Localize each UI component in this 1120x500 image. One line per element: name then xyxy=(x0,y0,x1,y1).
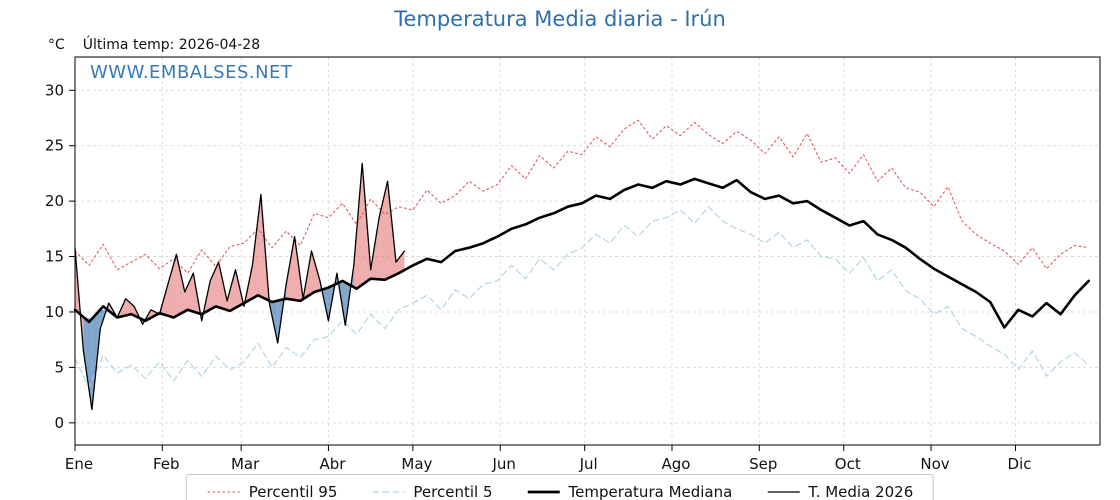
fill-above-median xyxy=(167,254,177,316)
t-media-2026-line-sample xyxy=(767,491,800,493)
x-tick-label: Ago xyxy=(661,455,690,473)
x-tick-label: Dic xyxy=(1008,455,1032,473)
y-tick-label: 0 xyxy=(54,414,64,432)
fill-above-median xyxy=(396,251,405,275)
chart-legend: Percentil 95 Percentil 5 Temperatura Med… xyxy=(185,474,935,500)
x-tick-label: Nov xyxy=(920,455,949,473)
series-line-t-media-2026 xyxy=(74,162,406,411)
mediana-line-sample xyxy=(527,490,560,494)
x-tick-label: Feb xyxy=(153,455,180,473)
legend-item-mediana: Temperatura Mediana xyxy=(526,483,732,500)
y-tick-label: 5 xyxy=(54,358,64,376)
x-tick-label: Mar xyxy=(231,455,260,473)
series-line-temperatura-mediana xyxy=(73,177,1090,329)
chart-info-row: °C Última temp: 2026-04-28 xyxy=(48,37,260,53)
y-tick-label: 10 xyxy=(45,303,64,321)
legend-item-percentil-5: Percentil 5 xyxy=(371,483,492,500)
series-line-percentil-95 xyxy=(74,119,1090,274)
fill-above-median xyxy=(286,236,295,300)
y-tick-label: 20 xyxy=(45,192,64,210)
legend-item-t-media-2026: T. Media 2026 xyxy=(766,483,913,500)
legend-label: Temperatura Mediana xyxy=(568,483,733,500)
legend-label: Percentil 95 xyxy=(248,483,338,500)
percentil-95-line-sample xyxy=(207,491,240,493)
percentil-5-line-sample xyxy=(372,491,405,493)
watermark: WWW.EMBALSES.NET xyxy=(90,62,293,83)
y-tick-label: 15 xyxy=(45,248,64,266)
legend-label: Percentil 5 xyxy=(413,483,493,500)
y-tick-label: 25 xyxy=(45,137,64,155)
fill-above-median xyxy=(311,251,320,294)
x-tick-label: Abr xyxy=(319,455,346,473)
legend-item-percentil-95: Percentil 95 xyxy=(207,483,338,500)
fill-above-median xyxy=(252,194,261,299)
x-tick-label: Oct xyxy=(835,455,861,473)
series-line-percentil-5 xyxy=(74,206,1090,388)
fill-above-median xyxy=(125,298,135,316)
x-tick-label: May xyxy=(401,455,432,473)
x-tick-label: Jun xyxy=(491,455,515,473)
x-tick-label: Ene xyxy=(65,455,93,473)
x-tick-label: Jul xyxy=(579,455,598,473)
legend-label: T. Media 2026 xyxy=(808,483,914,500)
fill-above-median xyxy=(210,262,219,310)
y-tick-label: 30 xyxy=(45,81,64,99)
fill-above-median xyxy=(379,181,388,280)
fill-above-median xyxy=(176,254,185,316)
unit-label: °C xyxy=(48,37,65,53)
plot-frame xyxy=(74,56,1101,446)
x-tick-label: Sep xyxy=(749,455,777,473)
chart-title: Temperatura Media diaria - Irún xyxy=(394,7,726,31)
fill-above-median xyxy=(184,273,194,312)
last-temp-label: Última temp: 2026-04-28 xyxy=(82,37,261,53)
